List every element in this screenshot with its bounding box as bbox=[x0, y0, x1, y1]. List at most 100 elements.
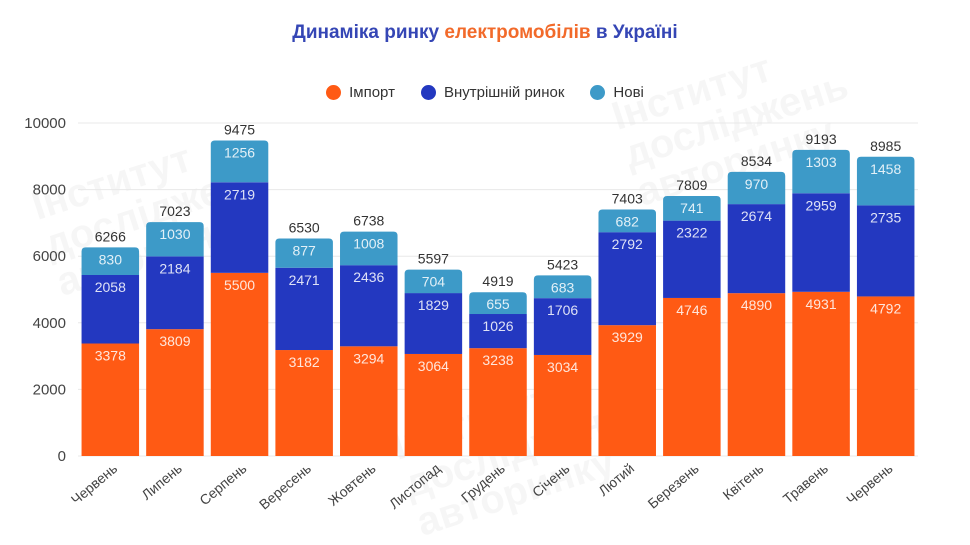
bar-segment-new bbox=[340, 231, 398, 266]
bar-segment-import bbox=[340, 346, 398, 456]
total-value-label: 7809 bbox=[676, 177, 707, 193]
bar-segment-domestic bbox=[81, 274, 140, 344]
segment-value-label: 3238 bbox=[482, 352, 513, 368]
y-tick-label: 2000 bbox=[33, 381, 66, 398]
bar-segment-import bbox=[533, 354, 592, 456]
legend-item-new[interactable]: Нові bbox=[590, 84, 644, 101]
bar-segment-new bbox=[81, 247, 140, 275]
total-value-label: 6530 bbox=[289, 220, 320, 236]
total-value-label: 8534 bbox=[741, 153, 772, 169]
segment-value-label: 1706 bbox=[547, 302, 578, 318]
legend-dot-new-icon bbox=[590, 85, 606, 100]
total-value-label: 6266 bbox=[95, 228, 126, 244]
bar-segment-domestic bbox=[210, 182, 269, 273]
bar-segment-domestic bbox=[856, 205, 915, 297]
segment-value-label: 704 bbox=[422, 274, 446, 290]
segment-value-label: 3378 bbox=[95, 348, 126, 364]
total-value-label: 8985 bbox=[870, 138, 901, 154]
x-tick-label: Лютий bbox=[595, 460, 637, 499]
segment-value-label: 3809 bbox=[159, 333, 190, 349]
x-tick-label: Січень bbox=[529, 460, 572, 500]
y-tick-label: 6000 bbox=[33, 248, 66, 265]
bar-segment-new bbox=[792, 149, 850, 194]
bar-segment-import bbox=[404, 353, 463, 456]
segment-value-label: 3034 bbox=[547, 359, 578, 375]
segment-value-label: 3929 bbox=[612, 329, 643, 345]
bar-segment-new bbox=[275, 238, 333, 268]
segment-value-label: 2719 bbox=[224, 186, 255, 202]
segment-value-label: 3294 bbox=[353, 350, 384, 366]
bar-segment-import bbox=[598, 325, 656, 456]
bar-segment-import bbox=[663, 297, 721, 456]
total-value-label: 5423 bbox=[547, 256, 578, 272]
bar-segment-domestic bbox=[275, 267, 333, 351]
segment-value-label: 5500 bbox=[224, 277, 255, 293]
segment-value-label: 830 bbox=[99, 251, 123, 267]
bar-segment-domestic bbox=[469, 314, 527, 349]
bar-segment-new bbox=[404, 269, 463, 294]
bar-segment-import bbox=[792, 291, 850, 456]
segment-value-label: 1829 bbox=[418, 297, 449, 313]
segment-value-label: 1008 bbox=[353, 236, 384, 252]
bar-segment-domestic bbox=[146, 256, 204, 330]
chart-title: Динаміка ринку електромобілів в Україні bbox=[0, 22, 970, 44]
bar-segment-domestic bbox=[598, 232, 656, 326]
total-value-label: 5597 bbox=[418, 251, 449, 267]
y-tick-label: 8000 bbox=[33, 182, 66, 199]
y-tick-label: 4000 bbox=[33, 315, 66, 332]
segment-value-label: 4792 bbox=[870, 300, 901, 316]
bar-segment-import bbox=[81, 343, 140, 456]
segment-value-label: 2735 bbox=[870, 209, 901, 225]
legend-label: Нові bbox=[613, 84, 644, 101]
total-value-label: 4919 bbox=[482, 273, 513, 289]
segment-value-label: 2184 bbox=[159, 260, 190, 276]
y-tick-label: 10000 bbox=[24, 115, 66, 132]
bar-segment-domestic bbox=[663, 220, 721, 298]
x-tick-label: Квітень bbox=[720, 460, 767, 503]
x-tick-label: Липень bbox=[138, 460, 185, 503]
segment-value-label: 2792 bbox=[612, 236, 643, 252]
x-tick-label: Грудень bbox=[458, 460, 508, 506]
segment-value-label: 4931 bbox=[805, 296, 836, 312]
x-tick-label: Березень bbox=[645, 460, 702, 512]
legend: Імпорт Внутрішній ринок Нові bbox=[0, 84, 970, 101]
x-tick-label: Червень bbox=[68, 460, 120, 508]
bar-segment-import bbox=[146, 329, 204, 456]
segment-value-label: 1303 bbox=[805, 154, 836, 170]
legend-label: Імпорт bbox=[349, 84, 395, 101]
segment-value-label: 4890 bbox=[741, 297, 772, 313]
segment-value-label: 4746 bbox=[676, 302, 707, 318]
title-accent: електромобілів bbox=[444, 22, 591, 43]
segment-value-label: 1026 bbox=[482, 318, 513, 334]
title-part-3: в Україні bbox=[590, 22, 678, 43]
bar-segment-new bbox=[856, 156, 915, 206]
segment-value-label: 3064 bbox=[418, 358, 449, 374]
legend-item-import[interactable]: Імпорт bbox=[326, 84, 395, 101]
legend-label: Внутрішній ринок bbox=[443, 84, 565, 101]
bar-segment-import bbox=[275, 350, 333, 456]
segment-value-label: 2436 bbox=[353, 269, 384, 285]
bar-segment-domestic bbox=[792, 193, 850, 292]
segment-value-label: 683 bbox=[551, 279, 575, 295]
bar-segment-import bbox=[727, 293, 786, 456]
bar-segment-new bbox=[663, 195, 721, 221]
total-value-label: 6738 bbox=[353, 213, 384, 229]
legend-item-domestic[interactable]: Внутрішній ринок bbox=[420, 84, 565, 101]
bar-segment-import bbox=[856, 296, 915, 456]
x-tick-label: Серпень bbox=[196, 460, 249, 508]
segment-value-label: 2058 bbox=[95, 279, 126, 295]
segment-value-label: 2674 bbox=[741, 208, 772, 224]
bar-segment-new bbox=[533, 275, 592, 299]
x-tick-label: Травень bbox=[780, 460, 831, 507]
legend-dot-domestic-icon bbox=[420, 85, 436, 100]
bar-segment-import bbox=[469, 348, 527, 456]
bar-segment-domestic bbox=[533, 298, 592, 355]
x-tick-label: Листопад bbox=[386, 460, 443, 512]
segment-value-label: 3182 bbox=[289, 354, 320, 370]
segment-value-label: 682 bbox=[616, 213, 640, 229]
segment-value-label: 1030 bbox=[159, 226, 190, 242]
segment-value-label: 2471 bbox=[289, 272, 320, 288]
segment-value-label: 2959 bbox=[805, 197, 836, 213]
bar-segment-domestic bbox=[340, 265, 398, 347]
bar-segment-domestic bbox=[727, 204, 786, 294]
